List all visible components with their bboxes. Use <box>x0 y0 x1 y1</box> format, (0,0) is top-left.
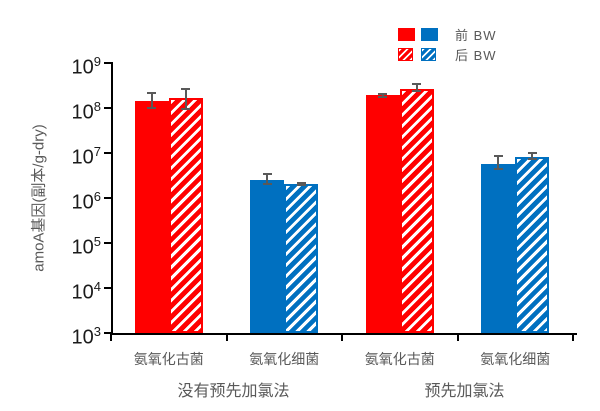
error-bar-cap-top <box>412 82 422 85</box>
y-tick-mark <box>104 62 111 64</box>
error-bar-cap-bottom <box>262 182 272 185</box>
y-tick-mark <box>104 107 111 109</box>
y-tick-mark <box>104 152 111 154</box>
legend-row-before-bw: 前 BW <box>398 24 497 44</box>
error-bar-line <box>300 182 303 186</box>
legend-row-after-bw: 后 BW <box>398 44 497 64</box>
y-tick-label: 109 <box>71 54 101 79</box>
legend-label-before-bw: 前 BW <box>455 27 497 43</box>
bar-solid-氨氧化细菌 <box>481 163 516 333</box>
error-bar-cap-top <box>296 181 306 184</box>
x-tick-mark <box>225 333 228 341</box>
error-bar-line <box>150 92 153 108</box>
bar-solid-氨氧化古菌 <box>365 95 400 333</box>
group-label: 预先加氯法 <box>424 383 505 400</box>
legend: 前 BW 后 BW <box>398 24 497 64</box>
error-bar-cap-top <box>262 173 272 176</box>
error-bar-line <box>266 174 269 184</box>
error-bar-cap-bottom <box>493 168 503 171</box>
legend-swatches-solid <box>398 27 442 41</box>
error-bar-cap-bottom <box>147 107 157 109</box>
y-tick-label: 107 <box>71 144 101 169</box>
y-tick-label: 106 <box>71 189 101 214</box>
legend-swatch-red-solid-icon <box>398 27 415 41</box>
bar-hatched-氨氧化古菌 <box>168 97 203 333</box>
y-tick-mark <box>104 197 111 199</box>
y-axis-line <box>111 62 113 335</box>
error-bar-line <box>497 156 500 170</box>
x-tick-mark <box>341 333 343 341</box>
error-bar-line <box>531 153 534 159</box>
bar-solid-氨氧化细菌 <box>250 180 285 333</box>
error-bar-cap-top <box>493 155 503 158</box>
bar-hatched-氨氧化古菌 <box>399 88 434 333</box>
category-label: 氨氧化细菌 <box>480 351 551 367</box>
legend-swatches-hatched <box>398 47 442 61</box>
legend-label-after-bw: 后 BW <box>455 47 497 63</box>
error-bar-cap-bottom <box>527 157 537 160</box>
y-tick-mark <box>104 287 111 289</box>
error-bar-cap-bottom <box>181 108 191 110</box>
x-tick-mark <box>572 333 574 341</box>
legend-swatch-blue-hatched-icon <box>421 47 436 61</box>
error-bar-cap-bottom <box>412 89 422 92</box>
error-bar-cap-top <box>378 92 388 95</box>
bar-hatched-氨氧化细菌 <box>515 157 550 333</box>
legend-swatch-red-hatched-icon <box>398 47 413 61</box>
y-tick-label: 105 <box>71 234 101 259</box>
error-bar-line <box>381 93 384 97</box>
group-label: 没有预先加氯法 <box>177 383 290 400</box>
x-tick-mark <box>456 333 459 341</box>
category-label: 氨氧化古菌 <box>133 351 204 367</box>
error-bar-cap-bottom <box>296 184 306 187</box>
error-bar-cap-top <box>527 152 537 154</box>
error-bar-cap-top <box>147 91 157 94</box>
error-bar-cap-bottom <box>378 95 388 98</box>
y-tick-mark <box>104 242 111 244</box>
bar-solid-氨氧化古菌 <box>134 101 169 333</box>
category-label: 氨氧化细菌 <box>249 351 320 367</box>
x-tick-mark <box>110 333 112 341</box>
error-bar-line <box>184 89 187 109</box>
bar-hatched-氨氧化细菌 <box>284 184 319 333</box>
legend-swatch-blue-solid-icon <box>421 27 438 41</box>
category-label: 氨氧化古菌 <box>364 351 435 367</box>
y-tick-label: 108 <box>71 99 101 124</box>
y-tick-label: 103 <box>71 324 101 349</box>
y-tick-label: 104 <box>71 279 101 304</box>
error-bar-line <box>415 83 418 91</box>
y-tick-mark <box>104 332 111 334</box>
error-bar-cap-top <box>181 88 191 91</box>
x-axis-line <box>111 333 577 335</box>
